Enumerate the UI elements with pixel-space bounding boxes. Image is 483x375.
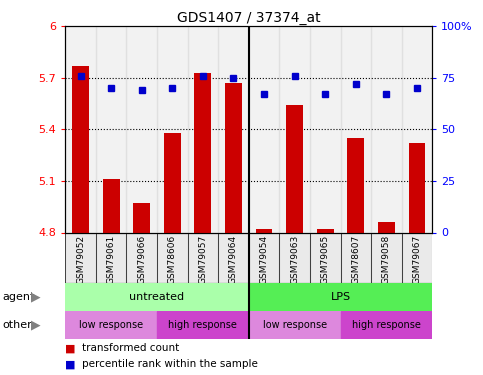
Text: transformed count: transformed count [82,343,179,353]
Text: ■: ■ [65,359,76,369]
Bar [96,232,127,283]
Text: GSM79066: GSM79066 [137,235,146,284]
Bar [310,232,341,283]
Bar [65,26,96,233]
Bar [341,26,371,233]
Text: GSM79067: GSM79067 [412,235,422,284]
Text: ▶: ▶ [31,319,41,332]
Bar [378,222,395,232]
Text: high response: high response [352,320,421,330]
Text: agent: agent [2,292,35,302]
Bar [371,232,402,283]
Bar [157,311,249,339]
Bar [218,26,249,233]
Bar [310,26,341,233]
Text: GSM79065: GSM79065 [321,235,330,284]
Bar [65,283,249,311]
Bar [341,311,432,339]
Bar [127,232,157,283]
Text: high response: high response [169,320,237,330]
Bar [347,138,364,232]
Text: GSM78606: GSM78606 [168,235,177,284]
Text: GSM79061: GSM79061 [107,235,115,284]
Text: ■: ■ [65,343,76,353]
Text: untreated: untreated [129,292,185,302]
Text: GSM79064: GSM79064 [229,235,238,284]
Text: GSM79057: GSM79057 [199,235,207,284]
Text: other: other [2,320,32,330]
Bar [65,311,157,339]
Text: GSM79063: GSM79063 [290,235,299,284]
Text: low response: low response [263,320,327,330]
Bar [371,26,402,233]
Bar [96,26,127,233]
Bar [187,232,218,283]
Text: GSM79052: GSM79052 [76,235,85,284]
Bar [249,311,341,339]
Bar [187,26,218,233]
Bar [341,232,371,283]
Bar [402,232,432,283]
Bar [65,232,96,283]
Text: ▶: ▶ [31,291,41,304]
Text: low response: low response [79,320,143,330]
Bar [249,232,279,283]
Bar [133,203,150,232]
Bar [127,26,157,233]
Text: GSM79058: GSM79058 [382,235,391,284]
Bar [402,26,432,233]
Bar [157,26,187,233]
Text: GSM79054: GSM79054 [259,235,269,284]
Title: GDS1407 / 37374_at: GDS1407 / 37374_at [177,11,321,25]
Bar [286,105,303,232]
Bar [218,232,249,283]
Bar [279,26,310,233]
Bar [256,229,272,232]
Bar [279,232,310,283]
Text: GSM78607: GSM78607 [351,235,360,284]
Bar [249,283,432,311]
Bar [157,232,187,283]
Text: percentile rank within the sample: percentile rank within the sample [82,359,258,369]
Bar [164,133,181,232]
Text: LPS: LPS [330,292,351,302]
Bar [317,229,334,232]
Bar [409,143,426,232]
Bar [225,83,242,232]
Bar [72,66,89,232]
Bar [195,73,211,232]
Bar [103,179,119,232]
Bar [249,26,279,233]
